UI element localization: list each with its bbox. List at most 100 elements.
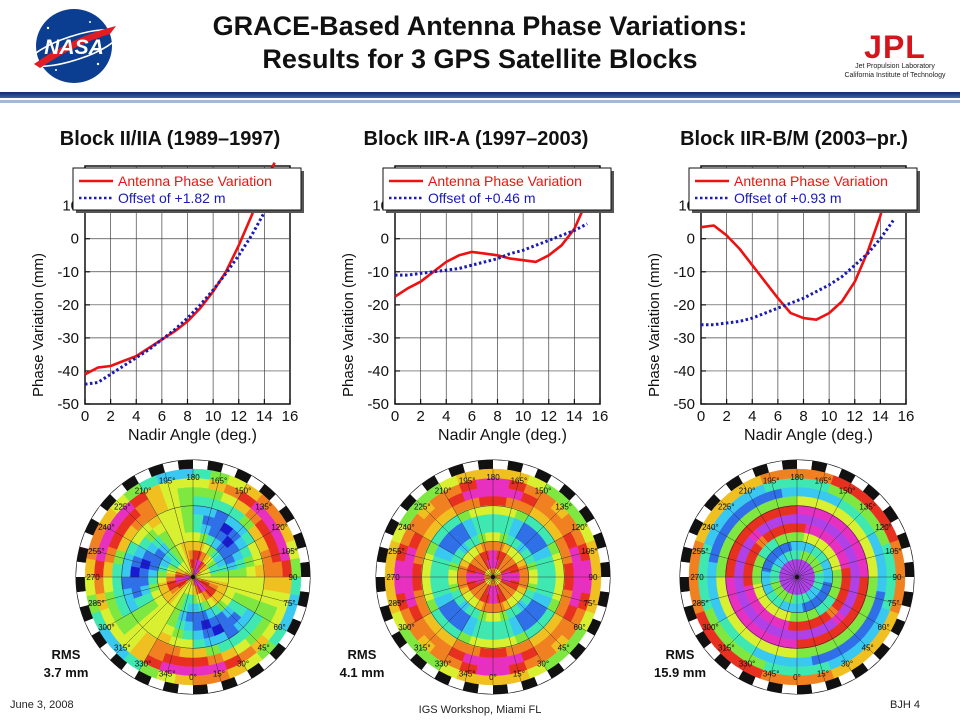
polar-bezel-segment <box>797 684 813 694</box>
series-line-1 <box>84 162 276 376</box>
polar-cell <box>192 621 203 632</box>
polar-bezel-segment <box>377 591 389 608</box>
polar-bezel-segment <box>493 684 509 694</box>
rms-label-2: RMS 4.1 mm <box>332 646 392 682</box>
azimuth-label: 105° <box>581 547 598 556</box>
azimuth-label: 45° <box>558 644 570 653</box>
polar-cell <box>438 576 449 587</box>
polar-cell <box>796 495 812 507</box>
polar-cell <box>477 486 494 498</box>
azimuth-label: 150° <box>839 486 856 495</box>
polar-cell <box>178 495 194 507</box>
y-tick-label: -20 <box>367 297 389 314</box>
azimuth-label: 270 <box>86 573 100 582</box>
polar-bezel-segment <box>781 684 797 694</box>
polar-bezel-segment <box>797 460 813 470</box>
azimuth-label: 90 <box>893 573 902 582</box>
polar-cell <box>706 576 718 593</box>
polar-cell <box>796 656 813 668</box>
polar-bezel-segment <box>376 577 386 593</box>
x-tick-label: 14 <box>872 408 889 425</box>
rms-title-3: RMS <box>665 647 695 662</box>
polar-bezel-segment <box>376 561 386 577</box>
azimuth-label: 315° <box>718 644 735 653</box>
azimuth-label: 255° <box>88 547 105 556</box>
azimuth-label: 120° <box>271 523 288 532</box>
polar-bezel-segment <box>91 505 108 523</box>
polar-cell <box>537 567 548 578</box>
polar-bezel-segment <box>297 591 309 608</box>
polar-cell <box>572 561 584 578</box>
polar-bezel-segment <box>258 653 276 670</box>
azimuth-label: 15° <box>213 670 225 679</box>
polar-bezel-segment <box>558 484 576 501</box>
polar-bezel-segment <box>725 662 743 679</box>
polar-bezel-segment <box>688 618 704 636</box>
polar-cell <box>192 629 205 641</box>
polar-bezel-segment <box>410 653 428 670</box>
polar-cell <box>184 531 194 542</box>
nasa-logo-text: NASA <box>44 36 104 59</box>
polar-cell <box>545 576 557 589</box>
azimuth-label: 45° <box>258 644 270 653</box>
polar-map-block-ii: 0° 15° 30° 45° 60° 75° 90 105° 120° 135°150° 165° 1… <box>75 459 311 695</box>
legend-label-2: Offset of +1.82 m <box>118 190 226 206</box>
polar-cell <box>245 565 257 578</box>
polar-bezel-segment <box>600 577 610 593</box>
y-tick-label: -50 <box>673 396 695 413</box>
polar-bezel-segment <box>410 484 428 501</box>
polar-bezel-segment <box>84 518 100 536</box>
y-tick-label: -50 <box>57 396 79 413</box>
y-tick-label: 0 <box>687 231 695 248</box>
polar-cell <box>492 647 508 659</box>
polar-bezel-segment <box>738 468 756 484</box>
polar-bezel-segment <box>851 475 869 492</box>
azimuth-label: 195° <box>159 476 176 485</box>
azimuth-label: 30° <box>841 660 853 669</box>
legend-label-1: Antenna Phase Variation <box>118 173 272 189</box>
polar-cell <box>492 513 505 525</box>
y-tick-label: -10 <box>367 264 389 281</box>
polar-bezel-segment <box>904 561 914 577</box>
polar-bezel-segment <box>714 653 732 670</box>
polar-bezel-segment <box>278 631 295 649</box>
polar-bezel-segment <box>300 561 310 577</box>
polar-bezel-segment <box>377 546 389 563</box>
polar-cell <box>181 629 194 641</box>
polar-cell <box>787 522 798 533</box>
polar-bezel-segment <box>714 484 732 501</box>
polar-cell <box>876 561 888 578</box>
polar-cell <box>111 562 123 578</box>
legend-label-2: Offset of +0.93 m <box>734 190 842 206</box>
polar-bezel-segment <box>890 518 906 536</box>
y-tick-label: -50 <box>367 396 389 413</box>
x-tick-label: 16 <box>592 408 609 425</box>
azimuth-label: 15° <box>513 670 525 679</box>
azimuth-label: 180 <box>186 473 200 482</box>
azimuth-label: 240° <box>398 523 415 532</box>
azimuth-label: 285° <box>388 599 405 608</box>
polar-cell <box>492 495 508 507</box>
polar-bezel-segment <box>681 546 693 563</box>
polar-bezel-segment <box>688 518 704 536</box>
polar-bezel-segment <box>680 577 690 593</box>
azimuth-label: 210° <box>435 486 452 495</box>
polar-cell <box>228 568 239 578</box>
azimuth-label: 300° <box>98 623 115 632</box>
azimuth-label: 75° <box>584 599 596 608</box>
polar-center-dot <box>491 575 495 579</box>
footer-venue: IGS Workshop, Miami FL <box>418 704 542 716</box>
x-tick-label: 6 <box>468 408 476 425</box>
legend <box>688 167 918 211</box>
legend-label-1: Antenna Phase Variation <box>734 173 888 189</box>
polar-cell <box>478 647 494 659</box>
polar-cell <box>849 576 861 589</box>
polar-bezel-segment <box>558 653 576 670</box>
polar-cell <box>192 612 202 623</box>
polar-bezel-segment <box>434 468 452 484</box>
polar-bezel-segment <box>811 461 828 473</box>
polar-bezel-segment <box>811 681 828 693</box>
polar-cell <box>796 513 809 525</box>
azimuth-label: 15° <box>817 670 829 679</box>
polar-bezel-segment <box>134 468 152 484</box>
